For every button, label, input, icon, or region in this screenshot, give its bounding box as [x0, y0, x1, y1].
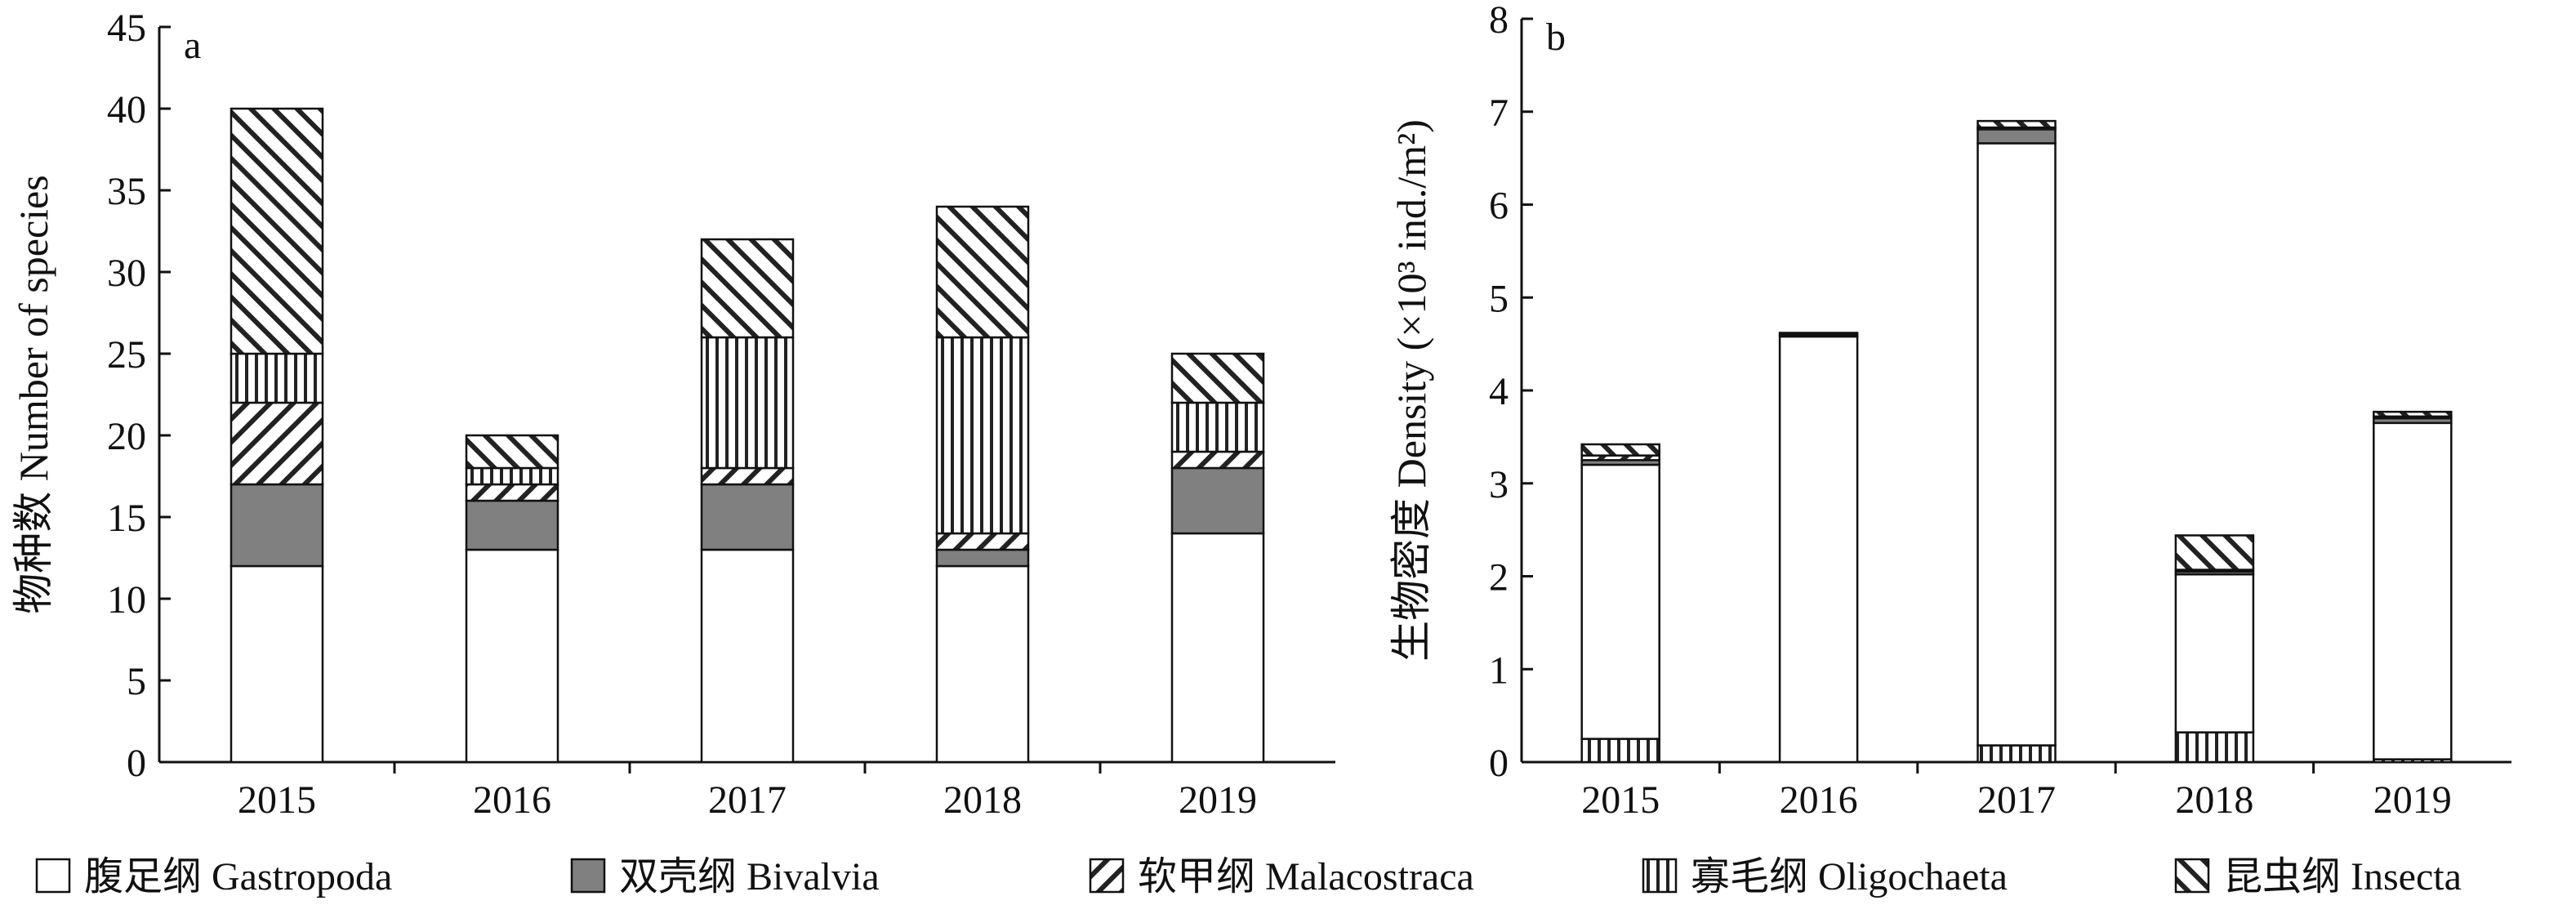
a-x-tick-label: 2016 — [473, 778, 551, 822]
a-bar-segment-malacostraca-2019 — [1170, 450, 1265, 470]
a-y-tick-label: 5 — [127, 660, 146, 703]
b-bar-segment-insecta-2016 — [1778, 332, 1859, 337]
a-bar-segment-insecta-2015 — [230, 107, 324, 355]
a-x-tick-label: 2017 — [708, 778, 787, 822]
a-bar-segment-bivalvia-2018 — [935, 548, 1030, 568]
a-bar-segment-gastropoda-2017 — [700, 548, 795, 764]
b-bar-segment-insecta-2019 — [2373, 410, 2453, 418]
a-bar-segment-oligochaeta-2017 — [700, 336, 795, 470]
panel-b-tick-labels: 0 1 2 3 4 5 6 7 8 2015 2016 2017 2018 2019 — [1489, 0, 2452, 822]
a-bar-segment-malacostraca-2018 — [935, 532, 1030, 551]
legend-label-bivalvia: 双壳纲 Bivalvia — [619, 855, 880, 898]
a-bar-segment-bivalvia-2017 — [700, 483, 795, 551]
a-bar-segment-malacostraca-2016 — [465, 483, 559, 502]
b-bar-segment-oligochaeta-2015 — [1580, 738, 1660, 764]
legend-label-gastropoda: 腹足纲 Gastropoda — [84, 855, 392, 898]
b-y-tick-label: 4 — [1489, 370, 1509, 413]
panel-a-label: a — [184, 24, 201, 67]
a-bar-segment-bivalvia-2015 — [230, 483, 324, 568]
panel-a-tick-labels: 0 5 10 15 20 25 30 35 40 45 2015 2016 2017 2018 2019 — [107, 7, 1257, 822]
a-bar-segment-bivalvia-2019 — [1170, 466, 1265, 535]
a-x-tick-label: 2015 — [238, 778, 316, 822]
a-y-tick-label: 0 — [127, 742, 146, 785]
legend-swatch-gastropoda — [35, 858, 71, 894]
b-bar-segment-insecta-2017 — [1977, 119, 2057, 129]
a-bar-segment-gastropoda-2015 — [230, 564, 324, 764]
b-bar-segment-gastropoda-2016 — [1778, 335, 1859, 764]
a-y-tick-label: 40 — [107, 88, 146, 132]
b-x-tick-label: 2015 — [1581, 778, 1660, 822]
a-bar-segment-oligochaeta-2018 — [935, 336, 1030, 535]
b-y-tick-label: 2 — [1489, 556, 1509, 600]
legend-label-insecta: 昆虫纲 Insecta — [2223, 855, 2462, 898]
panel-b-bars — [1580, 119, 2453, 764]
b-y-tick-label: 0 — [1489, 742, 1509, 785]
b-bar-segment-insecta-2018 — [2174, 534, 2255, 571]
a-y-tick-label: 15 — [107, 497, 146, 540]
b-y-tick-label: 3 — [1489, 463, 1509, 506]
legend-label-oligochaeta: 寡毛纲 Oligochaeta — [1691, 855, 2008, 898]
a-y-tick-label: 25 — [107, 333, 146, 377]
a-bar-segment-insecta-2017 — [700, 238, 795, 339]
a-bar-segment-oligochaeta-2016 — [465, 466, 559, 486]
legend-label-malacostraca: 软甲纲 Malacostraca — [1138, 855, 1474, 898]
a-x-tick-label: 2019 — [1179, 778, 1257, 822]
panel-b-y-axis-title: 生物密度 Density (×10³ ind./m²) — [1388, 119, 1434, 662]
a-bar-segment-insecta-2018 — [935, 205, 1030, 339]
legend-swatch-oligochaeta — [1642, 858, 1678, 894]
a-bar-segment-oligochaeta-2015 — [230, 352, 324, 404]
a-bar-segment-malacostraca-2017 — [700, 466, 795, 486]
a-x-tick-label: 2018 — [943, 778, 1022, 822]
a-y-tick-label: 45 — [107, 7, 146, 50]
b-bar-segment-gastropoda-2015 — [1580, 463, 1660, 740]
a-bar-segment-gastropoda-2019 — [1170, 532, 1265, 764]
a-y-tick-label: 35 — [107, 170, 146, 213]
a-bar-segment-gastropoda-2018 — [935, 564, 1030, 764]
panel-b-label: b — [1546, 16, 1566, 59]
a-bar-segment-oligochaeta-2019 — [1170, 401, 1265, 453]
b-bar-segment-bivalvia-2017 — [1977, 128, 2057, 145]
panel-a-bars — [230, 107, 1265, 764]
panel-b-density: b 生物密度 Density (×10³ ind./m²) 0 1 2 3 4 5 6 7 8 2… — [1388, 0, 2511, 822]
a-y-tick-label: 20 — [107, 415, 146, 458]
a-y-tick-label: 10 — [107, 578, 146, 622]
b-x-tick-label: 2017 — [1977, 778, 2056, 822]
a-bar-segment-insecta-2016 — [465, 434, 559, 470]
b-x-tick-label: 2019 — [2373, 778, 2452, 822]
a-bar-segment-insecta-2019 — [1170, 352, 1265, 404]
panel-a-axes — [158, 25, 1335, 774]
a-y-tick-label: 30 — [107, 252, 146, 295]
b-bar-segment-oligochaeta-2017 — [1977, 744, 2057, 764]
a-bar-segment-malacostraca-2015 — [230, 401, 324, 486]
b-y-tick-label: 5 — [1489, 277, 1509, 320]
b-y-tick-label: 6 — [1489, 185, 1509, 228]
b-bar-segment-gastropoda-2017 — [1977, 142, 2057, 747]
b-bar-segment-oligochaeta-2018 — [2174, 731, 2255, 764]
panel-a-y-axis-title: 物种数 Number of species — [11, 175, 56, 613]
b-bar-segment-gastropoda-2019 — [2373, 421, 2453, 760]
legend: 腹足纲 Gastropoda 双壳纲 Bivalvia 软甲纲 Malacostra… — [35, 855, 2462, 898]
a-bar-segment-gastropoda-2016 — [465, 548, 559, 764]
legend-swatch-bivalvia — [570, 858, 606, 894]
legend-swatch-insecta — [2174, 858, 2210, 894]
a-bar-segment-bivalvia-2016 — [465, 499, 559, 551]
b-x-tick-label: 2018 — [2175, 778, 2253, 822]
b-y-tick-label: 8 — [1489, 0, 1509, 42]
panel-a-species-count: a 物种数 Number of species 0 5 10 15 20 25 30 35 40… — [11, 7, 1335, 822]
b-bar-segment-insecta-2015 — [1580, 443, 1660, 457]
b-x-tick-label: 2016 — [1780, 778, 1858, 822]
b-bar-segment-gastropoda-2018 — [2174, 573, 2255, 733]
legend-swatch-malacostraca — [1089, 858, 1125, 894]
b-y-tick-label: 7 — [1489, 91, 1509, 135]
b-y-tick-label: 1 — [1489, 649, 1509, 692]
